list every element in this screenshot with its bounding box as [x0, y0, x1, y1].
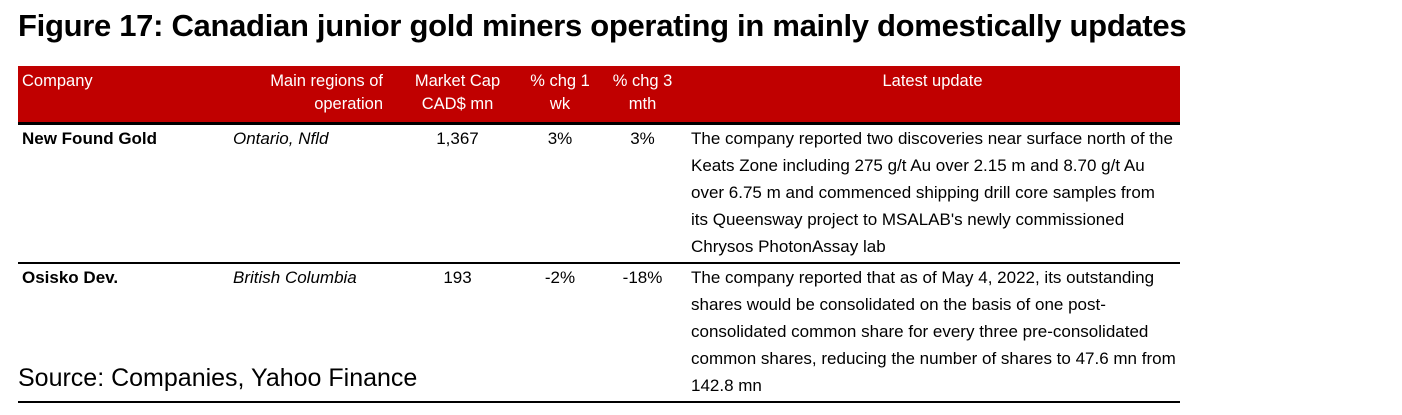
figure-title: Figure 17: Canadian junior gold miners o…	[18, 8, 1187, 43]
column-header-company: Company	[18, 66, 225, 124]
column-header-chg-1wk: % chg 1 wk	[520, 66, 600, 124]
company-name: Osisko Dev.	[22, 268, 119, 287]
regions: British Columbia	[233, 268, 357, 287]
company-name: New Found Gold	[22, 129, 158, 148]
chg-1wk: 3%	[547, 129, 573, 148]
table-row: New Found Gold Ontario, Nfld 1,367 3% 3%…	[18, 124, 1180, 263]
column-header-regions: Main regions of operation	[225, 66, 395, 124]
column-header-market-cap: Market Cap CAD$ mn	[395, 66, 520, 124]
latest-update: The company reported two discoveries nea…	[691, 129, 1173, 256]
column-header-latest-update: Latest update	[685, 66, 1180, 124]
chg-3mth: -18%	[622, 268, 663, 287]
table-header-row: Company Main regions of operation Market…	[18, 66, 1180, 124]
regions: Ontario, Nfld	[233, 129, 329, 148]
market-cap: 1,367	[436, 129, 479, 148]
column-header-chg-3mth: % chg 3 mth	[600, 66, 685, 124]
chg-1wk: -2%	[544, 268, 576, 287]
latest-update: The company reported that as of May 4, 2…	[691, 268, 1176, 395]
table-row: Osisko Dev. British Columbia 193 -2% -18…	[18, 263, 1180, 402]
chg-3mth: 3%	[630, 129, 655, 148]
source-note: Source: Companies, Yahoo Finance	[18, 364, 418, 392]
junior-miners-table: Company Main regions of operation Market…	[18, 66, 1180, 403]
market-cap: 193	[443, 268, 472, 287]
